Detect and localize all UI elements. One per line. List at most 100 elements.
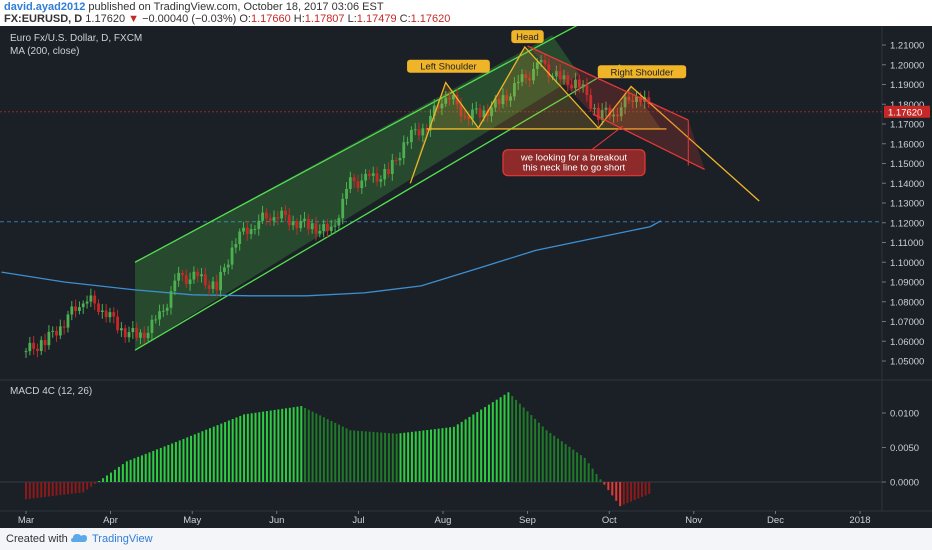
macd-bar bbox=[25, 482, 27, 500]
tradingview-logo-icon[interactable] bbox=[70, 532, 88, 544]
chart-area[interactable]: 1.21000 1.20000 1.19000 1.18000 1.17000 1.160… bbox=[0, 26, 932, 528]
macd-bar bbox=[190, 435, 193, 482]
candle-body bbox=[219, 271, 222, 291]
flag-lower-line bbox=[592, 113, 705, 171]
macd-bar bbox=[224, 422, 227, 482]
candle-body bbox=[348, 177, 352, 189]
candle-body bbox=[249, 229, 253, 235]
macd-bar bbox=[40, 482, 43, 498]
candle-body bbox=[436, 105, 440, 109]
macd-bar bbox=[319, 415, 322, 482]
macd-bar bbox=[304, 407, 307, 482]
macd-bar bbox=[94, 482, 97, 484]
macd-bar bbox=[511, 396, 514, 482]
price-tick-label: 1.09000 bbox=[890, 278, 924, 289]
candle-body bbox=[36, 348, 39, 352]
time-tick-label: May bbox=[183, 515, 201, 526]
macd-bar bbox=[522, 407, 525, 482]
macd-bar bbox=[564, 444, 567, 482]
candle-body bbox=[356, 181, 360, 188]
candle-body bbox=[142, 332, 146, 339]
right-shoulder-label: Right Shoulder bbox=[611, 67, 674, 78]
candle-body bbox=[226, 264, 230, 268]
macd-tick-label: 0.0050 bbox=[890, 443, 919, 454]
macd-bar bbox=[262, 411, 265, 482]
macd-bar bbox=[560, 441, 563, 482]
macd-bar bbox=[250, 413, 253, 482]
macd-bar bbox=[399, 433, 402, 482]
macd-bar bbox=[59, 482, 62, 496]
macd-bar bbox=[144, 453, 147, 482]
macd-bar bbox=[445, 427, 448, 482]
time-tick-label: Apr bbox=[103, 515, 118, 526]
macd-bar bbox=[129, 459, 132, 482]
candle-body bbox=[261, 212, 264, 221]
candle-body bbox=[520, 74, 524, 82]
candle-body bbox=[306, 218, 310, 230]
macd-bar bbox=[545, 430, 548, 482]
price-tick-label: 1.19000 bbox=[890, 80, 924, 91]
candle-body bbox=[390, 159, 394, 174]
candle-body bbox=[123, 328, 127, 338]
left-shoulder-label-bg bbox=[407, 59, 490, 73]
macd-bar bbox=[503, 394, 506, 482]
macd-bar bbox=[243, 414, 246, 482]
macd-bar bbox=[430, 429, 433, 482]
macd-bar bbox=[258, 412, 261, 482]
macd-bar bbox=[341, 426, 344, 482]
candle-body bbox=[39, 340, 43, 352]
flag-upper-line bbox=[527, 45, 689, 121]
macd-bar bbox=[137, 456, 140, 482]
candle-body bbox=[635, 96, 638, 103]
macd-bar bbox=[353, 430, 356, 482]
macd-bar bbox=[468, 416, 471, 482]
candle-body bbox=[119, 328, 123, 331]
author-link[interactable]: david.ayad2012 bbox=[4, 1, 86, 13]
macd-bar bbox=[476, 412, 479, 482]
price-tick-label: 1.07000 bbox=[890, 317, 924, 328]
candle-body bbox=[471, 109, 474, 120]
candle-body bbox=[203, 274, 207, 286]
left-shoulder-label: Left Shoulder bbox=[420, 62, 477, 73]
candle-body bbox=[131, 327, 135, 333]
candle-body bbox=[165, 307, 169, 311]
macd-bar bbox=[246, 413, 249, 482]
macd-bar bbox=[269, 410, 272, 482]
macd-tick-label: 0.0100 bbox=[890, 409, 919, 420]
pattern-fill bbox=[410, 47, 661, 184]
candle-body bbox=[245, 227, 249, 235]
candle-body bbox=[623, 96, 627, 108]
macd-bar bbox=[595, 473, 598, 482]
macd-bar bbox=[300, 406, 303, 482]
time-tick-label: Jun bbox=[269, 515, 284, 526]
candle-body bbox=[150, 319, 154, 333]
candle-body bbox=[276, 217, 280, 219]
macd-bar bbox=[515, 399, 518, 482]
time-tick-label: Aug bbox=[435, 515, 452, 526]
chart-canvas[interactable]: 1.21000 1.20000 1.19000 1.18000 1.17000 1.160… bbox=[0, 26, 932, 528]
macd-bar bbox=[644, 482, 647, 496]
macd-bar bbox=[441, 428, 444, 482]
candle-body bbox=[371, 173, 375, 176]
time-tick-label: Sep bbox=[519, 515, 536, 526]
candle-body bbox=[364, 173, 367, 181]
low-label: L: bbox=[347, 13, 357, 25]
macd-bar bbox=[281, 408, 284, 482]
published-text: published on TradingView.com, October 18… bbox=[88, 1, 384, 13]
candle-body bbox=[234, 244, 238, 248]
macd-bar bbox=[557, 438, 560, 482]
macd-bar bbox=[235, 417, 238, 482]
candle-body bbox=[337, 218, 341, 226]
macd-bar bbox=[186, 437, 189, 482]
candle-body bbox=[303, 218, 306, 221]
candle-body bbox=[524, 74, 528, 78]
price-tick-label: 1.08000 bbox=[890, 297, 924, 308]
macd-bar bbox=[507, 392, 510, 482]
macd-bar bbox=[537, 422, 540, 482]
tradingview-link[interactable]: TradingView bbox=[92, 533, 153, 545]
candle-body bbox=[543, 59, 547, 65]
candle-body bbox=[581, 84, 585, 88]
candle-body bbox=[432, 105, 436, 116]
candle-body bbox=[242, 227, 245, 232]
candle-body bbox=[188, 279, 192, 284]
